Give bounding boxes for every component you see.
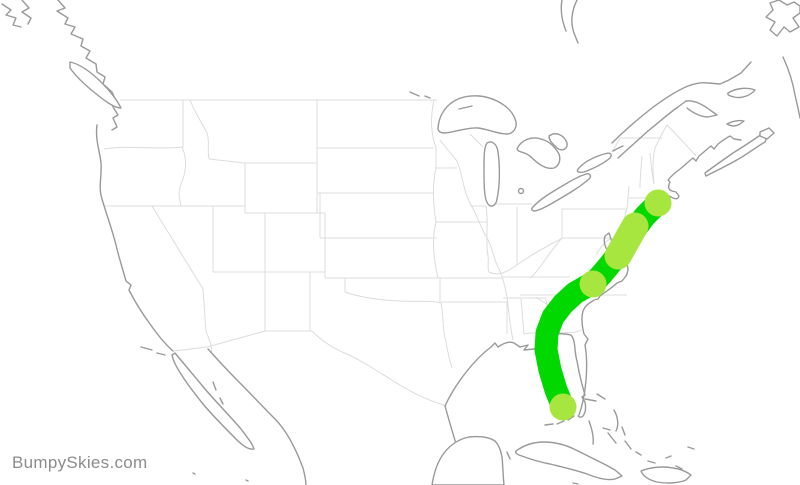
hispaniola xyxy=(640,466,692,484)
florida-keys xyxy=(544,415,575,426)
anticosti-island xyxy=(727,87,756,99)
cuba xyxy=(514,441,623,481)
watermark: BumpySkies.com xyxy=(12,453,148,472)
isle-royale xyxy=(458,105,473,110)
nova-scotia xyxy=(704,133,768,177)
yucatan xyxy=(431,435,505,485)
newfoundland xyxy=(765,0,800,37)
lake-erie xyxy=(530,173,592,212)
lake-st-clair xyxy=(517,187,525,195)
state-borders xyxy=(103,99,697,407)
lake-huron xyxy=(516,137,561,170)
vancouver-island xyxy=(69,61,122,109)
lake-ontario xyxy=(576,152,612,174)
lake-superior xyxy=(437,95,517,135)
flight-route xyxy=(534,189,672,421)
prince-edward-island xyxy=(726,119,745,127)
bahamas xyxy=(584,393,695,470)
gaspe-peninsula xyxy=(685,100,718,118)
route-light-turbulence-segment xyxy=(604,212,649,270)
james-bay xyxy=(560,0,579,44)
cape-breton xyxy=(759,127,775,140)
baja-california xyxy=(171,352,255,450)
lake-michigan xyxy=(483,141,501,207)
georgian-bay xyxy=(548,133,568,151)
